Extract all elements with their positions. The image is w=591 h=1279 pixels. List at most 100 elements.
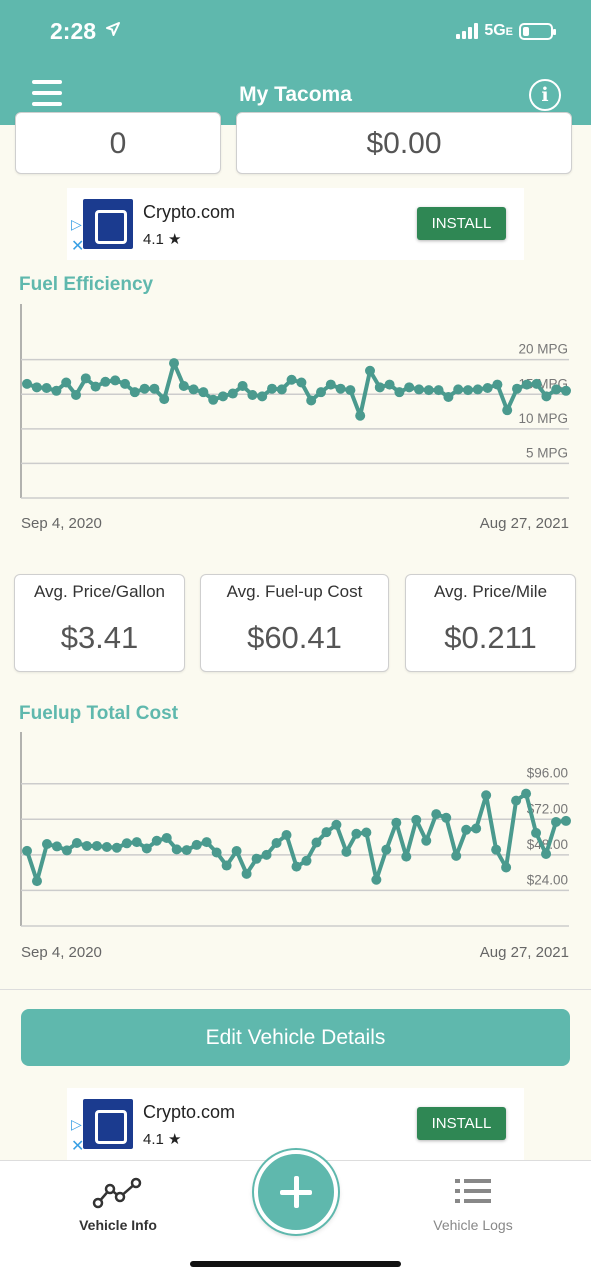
list-icon [403, 1175, 543, 1211]
data-point [472, 384, 483, 395]
status-time: 2:28 [50, 18, 97, 44]
info-icon[interactable]: i [529, 79, 561, 111]
stat-value: $0.211 [444, 620, 537, 655]
stat-card-price-per-mile: Avg. Price/Mile $0.211 [405, 574, 576, 672]
data-point [159, 394, 170, 405]
data-point [237, 380, 248, 391]
stat-value: $60.41 [247, 620, 342, 655]
page-title: My Tacoma [239, 83, 352, 106]
ad-banner[interactable]: ▷ ✕ Crypto.com 4.1 ★ INSTALL [67, 188, 524, 260]
data-point [171, 844, 182, 855]
data-point [121, 838, 132, 849]
data-point [471, 823, 482, 834]
data-point [61, 845, 72, 856]
menu-icon[interactable] [32, 80, 62, 106]
data-point [491, 844, 502, 855]
data-point [71, 389, 81, 400]
data-point [218, 391, 228, 402]
data-point [91, 840, 102, 851]
data-point [221, 860, 232, 871]
data-point [521, 379, 532, 390]
data-point [351, 828, 362, 839]
data-point [301, 855, 312, 866]
stat-value: $0.00 [366, 127, 442, 160]
data-point [81, 840, 92, 851]
data-point [421, 835, 432, 846]
stat-box-cost: $0.00 [236, 112, 572, 174]
location-arrow-icon [106, 22, 120, 41]
data-point [453, 384, 464, 395]
ad-choices-icon[interactable]: ▷ [71, 1116, 82, 1132]
data-point [110, 375, 121, 386]
data-point [345, 385, 356, 396]
data-point [31, 876, 42, 887]
data-point [231, 846, 242, 857]
data-point [331, 819, 342, 830]
stat-label: Avg. Fuel-up Cost [226, 582, 363, 601]
tick-label: $72.00 [527, 801, 568, 816]
data-point [141, 843, 152, 854]
data-point [151, 835, 162, 846]
edit-vehicle-details-button[interactable]: Edit Vehicle Details [21, 1009, 570, 1066]
fuelup-cost-chart: $96.00$72.00$48.00$24.00 [20, 732, 571, 927]
data-point [276, 384, 287, 395]
data-point [22, 845, 32, 856]
data-point [149, 383, 160, 394]
data-point [101, 842, 112, 853]
data-point [208, 394, 219, 405]
data-point [531, 827, 542, 838]
ad-banner[interactable]: ▷ ✕ Crypto.com 4.1 ★ INSTALL [67, 1088, 524, 1160]
tick-label: 5 MPG [526, 445, 568, 460]
data-point [561, 385, 571, 396]
data-point [281, 829, 292, 840]
stat-card-price-per-gallon: Avg. Price/Gallon $3.41 [14, 574, 185, 672]
data-point [551, 816, 562, 827]
data-point [188, 384, 199, 395]
home-indicator[interactable] [190, 1261, 401, 1267]
chart-start-date: Sep 4, 2020 [21, 944, 102, 961]
data-point [211, 847, 222, 858]
data-point [61, 377, 72, 388]
ad-app-name: Crypto.com [143, 202, 236, 222]
ad-close-icon[interactable]: ✕ [71, 238, 85, 255]
stat-value: $3.41 [60, 620, 139, 655]
data-point [561, 815, 571, 826]
data-point [325, 379, 336, 390]
data-point [365, 365, 375, 376]
add-fuelup-button[interactable] [254, 1150, 338, 1234]
ad-close-icon[interactable]: ✕ [71, 1138, 85, 1155]
ad-install-button[interactable]: INSTALL [417, 1107, 506, 1140]
data-point [414, 384, 424, 395]
data-point [251, 853, 262, 864]
data-point [511, 795, 522, 806]
ad-install-button[interactable]: INSTALL [417, 207, 506, 240]
stat-value: 0 [109, 127, 127, 160]
tab-vehicle-logs[interactable]: Vehicle Logs [403, 1175, 543, 1233]
stat-card-fuelup-cost: Avg. Fuel-up Cost $60.41 [200, 574, 389, 672]
data-point [441, 812, 452, 823]
data-point [316, 387, 326, 398]
data-point [355, 410, 366, 421]
line-chart-icon [48, 1175, 188, 1211]
data-point [404, 382, 415, 393]
battery-icon [519, 22, 556, 40]
data-point [482, 383, 493, 394]
data-point [139, 383, 150, 394]
stat-box-count: 0 [15, 112, 221, 174]
ad-app-name: Crypto.com [143, 1102, 236, 1122]
data-point [371, 874, 382, 885]
data-point [129, 387, 140, 398]
data-point [521, 788, 532, 799]
data-point [291, 861, 302, 872]
data-point [374, 382, 385, 393]
data-point [111, 842, 122, 853]
data-point [201, 837, 212, 848]
tab-vehicle-info[interactable]: Vehicle Info [48, 1175, 188, 1233]
data-point [512, 383, 522, 394]
chart-start-date: Sep 4, 2020 [21, 515, 102, 532]
data-point [71, 838, 82, 848]
network-label: 5GE [484, 22, 513, 39]
data-point [411, 814, 422, 825]
data-point [169, 358, 179, 369]
ad-choices-icon[interactable]: ▷ [71, 216, 82, 232]
